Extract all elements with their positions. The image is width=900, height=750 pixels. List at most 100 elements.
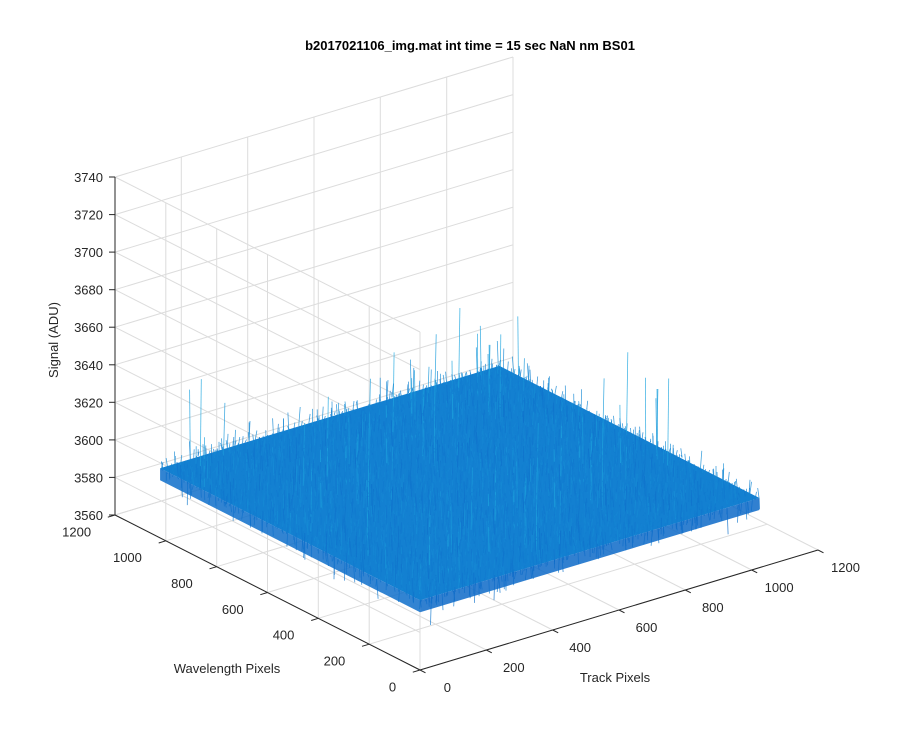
surface-spike xyxy=(373,499,375,502)
surface-spike xyxy=(337,510,339,514)
surface-spike xyxy=(361,491,364,497)
surface-spike xyxy=(551,524,554,532)
surface-spike xyxy=(275,455,278,459)
surface-spike xyxy=(579,527,582,535)
surface-spike xyxy=(189,389,191,460)
grid-line xyxy=(114,319,514,441)
surface-spike xyxy=(447,497,450,502)
surface-spike xyxy=(367,552,370,566)
surface-spike xyxy=(312,450,314,458)
surface-spike xyxy=(281,452,283,463)
surface-spike xyxy=(339,481,342,495)
surface-spike xyxy=(439,460,441,478)
surface-spike xyxy=(457,532,460,544)
surface-spike xyxy=(310,533,313,538)
surface-spike xyxy=(369,492,372,498)
surface-spike xyxy=(516,508,519,524)
surface-spike xyxy=(343,496,345,500)
surface-spike xyxy=(359,551,362,561)
surface-spike xyxy=(238,436,241,445)
surface-spike xyxy=(500,481,503,490)
surface-spike xyxy=(449,579,452,582)
surface-spike xyxy=(498,527,501,533)
surface-spike xyxy=(285,472,287,480)
z-tick-label: 3600 xyxy=(74,433,103,448)
surface-spike xyxy=(332,527,335,538)
surface-spike xyxy=(467,550,470,557)
surface-spike xyxy=(390,499,392,506)
surface-spike xyxy=(326,479,329,496)
surface-spike xyxy=(575,543,578,550)
surface-spike xyxy=(423,479,425,482)
surface-spike xyxy=(327,528,330,537)
surface-spike xyxy=(507,478,509,486)
surface-spike xyxy=(427,489,430,514)
surface-spike xyxy=(558,519,560,526)
surface-spike xyxy=(414,538,416,546)
surface-spike xyxy=(387,436,390,443)
surface-spike xyxy=(369,430,372,437)
surface-spike xyxy=(316,521,319,526)
surface-spike xyxy=(338,474,341,486)
surface-spike xyxy=(368,552,370,556)
surface-spike xyxy=(438,545,441,556)
surface-spike xyxy=(571,534,574,540)
surface-spike xyxy=(443,517,445,530)
surface-spike xyxy=(375,459,378,462)
surface-spike xyxy=(344,401,347,413)
surface-spike xyxy=(358,447,361,464)
surface-spike xyxy=(265,438,267,440)
surface-spike xyxy=(406,579,409,585)
surface-spike xyxy=(439,547,442,552)
surface-spike xyxy=(468,523,470,531)
surface-spike xyxy=(548,537,551,547)
surface-spike xyxy=(490,512,493,522)
surface-spike xyxy=(340,423,343,440)
surface-spike xyxy=(259,437,262,446)
surface-spike xyxy=(397,479,400,484)
surface-spike xyxy=(515,535,518,538)
surface-spike xyxy=(383,517,386,524)
surface-spike xyxy=(289,488,293,500)
grid-line xyxy=(369,523,768,645)
surface-spike xyxy=(241,481,244,484)
surface-spike xyxy=(402,517,405,529)
surface-spike xyxy=(431,465,434,475)
surface-spike xyxy=(522,551,525,564)
surface-spike xyxy=(352,425,355,434)
surface-spike xyxy=(388,423,391,434)
surface-spike xyxy=(351,544,353,549)
surface-spike xyxy=(392,461,395,477)
surface-spike xyxy=(438,454,441,457)
surface-spike xyxy=(380,534,383,546)
surface-spike xyxy=(424,580,427,596)
surface-spike xyxy=(419,558,422,565)
surface-spike xyxy=(217,460,220,474)
surface-spike xyxy=(215,473,218,480)
surface-spike xyxy=(413,513,415,529)
surface-spike xyxy=(355,429,357,444)
surface-spike xyxy=(275,510,278,514)
surface-spike xyxy=(382,425,385,432)
surface-spike xyxy=(409,459,412,462)
surface-spike xyxy=(231,463,233,472)
surface-spike xyxy=(413,464,416,476)
surface-spike xyxy=(399,441,402,445)
surface-spike xyxy=(189,459,192,462)
surface-spike xyxy=(455,553,458,562)
surface-spike xyxy=(263,493,266,501)
surface-spike xyxy=(236,493,238,502)
surface-spike xyxy=(230,452,232,455)
surface-spike xyxy=(465,455,467,460)
surface-spike xyxy=(316,525,319,537)
surface-spike xyxy=(415,474,417,481)
surface-spike xyxy=(534,499,536,503)
surface-spike xyxy=(272,503,275,515)
surface-spike xyxy=(346,448,349,451)
surface-spike xyxy=(435,580,437,597)
surface-spike xyxy=(429,455,432,460)
surface-spike xyxy=(486,524,489,538)
surface-spike xyxy=(368,403,371,405)
surface-spike xyxy=(403,550,405,556)
surface-spike xyxy=(425,577,427,585)
